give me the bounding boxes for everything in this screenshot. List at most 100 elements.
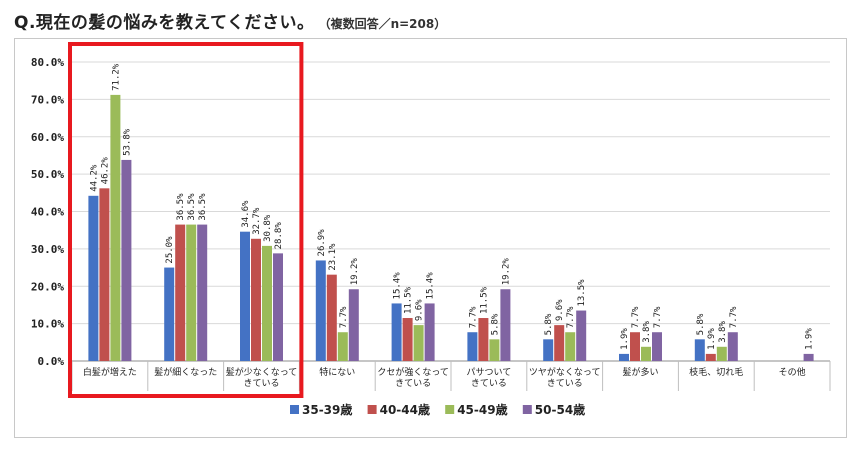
data-label: 3.8% — [718, 321, 728, 343]
legend-entry: 45-49歳 — [457, 402, 507, 417]
data-label: 11.5% — [404, 286, 414, 314]
bar — [705, 353, 716, 361]
bar — [500, 289, 511, 361]
bar — [803, 353, 814, 361]
bar — [337, 332, 348, 361]
data-label: 5.8% — [544, 313, 554, 335]
bar — [110, 94, 121, 361]
data-label: 1.9% — [707, 328, 717, 350]
data-label: 34.6% — [241, 200, 251, 228]
sample-note: （複数回答／n=208） — [324, 17, 447, 31]
category-label: 白髪が増えた — [83, 366, 137, 378]
data-label: 30.8% — [263, 214, 273, 242]
bar — [727, 332, 738, 361]
data-label: 7.7% — [468, 306, 478, 328]
data-label: 1.9% — [805, 328, 815, 350]
category-label: 髪が多い — [622, 366, 658, 378]
data-label: 7.7% — [339, 306, 349, 328]
category-label: きている — [395, 378, 431, 389]
category-label: きている — [471, 378, 507, 389]
data-label: 36.5% — [198, 193, 208, 221]
bar — [630, 332, 640, 361]
bar — [694, 339, 705, 361]
legend-swatch — [445, 405, 455, 414]
category-label: 髪が細くなった — [154, 366, 217, 378]
bar — [121, 159, 132, 361]
bar — [565, 332, 576, 361]
bar — [348, 289, 359, 361]
y-tick-label: 60.0% — [31, 131, 64, 144]
bar — [489, 339, 500, 361]
bar — [641, 346, 651, 361]
legend-entry: 35-39歳 — [302, 402, 352, 417]
chart-frame — [14, 38, 847, 438]
data-label: 53.8% — [122, 128, 132, 156]
legend-swatch — [522, 405, 532, 414]
bar — [543, 339, 554, 361]
y-tick-label: 80.0% — [31, 56, 64, 69]
bar — [402, 318, 413, 361]
bar — [262, 245, 272, 361]
data-label: 7.7% — [631, 306, 641, 328]
data-label: 7.7% — [566, 306, 576, 328]
bar — [576, 310, 587, 361]
bar — [197, 224, 208, 361]
data-label: 5.8% — [696, 313, 706, 335]
data-label: 23.1% — [328, 243, 338, 271]
category-label: きている — [547, 378, 583, 389]
data-label: 44.2% — [89, 164, 99, 192]
data-label: 3.8% — [642, 321, 652, 343]
data-label: 36.5% — [187, 193, 197, 221]
bar — [175, 224, 186, 361]
data-label: 1.9% — [620, 328, 630, 350]
y-tick-label: 70.0% — [31, 93, 64, 106]
bar — [554, 325, 565, 361]
highlight-box — [68, 42, 304, 398]
category-label: パサついて — [467, 367, 512, 378]
category-label: きている — [243, 378, 279, 389]
bar — [478, 318, 489, 361]
y-tick-label: 10.0% — [31, 318, 64, 331]
data-label: 26.9% — [317, 229, 327, 257]
y-tick-label: 40.0% — [31, 206, 64, 219]
chart-title: Q.現在の髪の悩みを教えてください。 （複数回答／n=208） — [14, 8, 446, 33]
bar — [251, 238, 261, 361]
category-label: 髪が少なくなって — [226, 366, 298, 378]
bar — [273, 253, 283, 361]
data-label: 13.5% — [577, 279, 587, 307]
bar — [186, 224, 197, 361]
bar — [652, 332, 662, 361]
question-text: Q.現在の髪の悩みを教えてください。 — [14, 13, 315, 33]
legend-entry: 40-44歳 — [380, 402, 430, 417]
data-label: 7.7% — [653, 306, 663, 328]
data-label: 5.8% — [490, 313, 500, 335]
category-label: クセが強くなって — [377, 366, 449, 378]
data-label: 32.7% — [252, 207, 262, 235]
y-tick-label: 20.0% — [31, 280, 64, 293]
y-tick-label: 50.0% — [31, 168, 64, 181]
bar — [88, 195, 99, 361]
bar — [467, 332, 478, 361]
category-label: その他 — [779, 366, 806, 378]
data-label: 15.4% — [393, 272, 403, 300]
bar — [315, 260, 326, 361]
category-label: ツヤがなくなって — [529, 366, 601, 378]
bar — [391, 303, 402, 361]
category-label: 特にない — [319, 366, 355, 378]
bar — [424, 303, 435, 361]
data-label: 9.6% — [555, 299, 565, 321]
data-label: 7.7% — [729, 306, 739, 328]
data-label: 15.4% — [426, 272, 436, 300]
y-tick-label: 30.0% — [31, 243, 64, 256]
bar — [716, 346, 727, 361]
legend-swatch — [367, 405, 377, 414]
data-label: 28.8% — [274, 222, 284, 250]
bar — [619, 353, 629, 361]
data-label: 36.5% — [176, 193, 186, 221]
data-label: 71.2% — [111, 63, 121, 91]
data-label: 9.6% — [415, 299, 425, 321]
bar — [99, 188, 110, 361]
data-label: 46.2% — [100, 157, 110, 185]
category-label: 枝毛、切れ毛 — [689, 366, 743, 378]
